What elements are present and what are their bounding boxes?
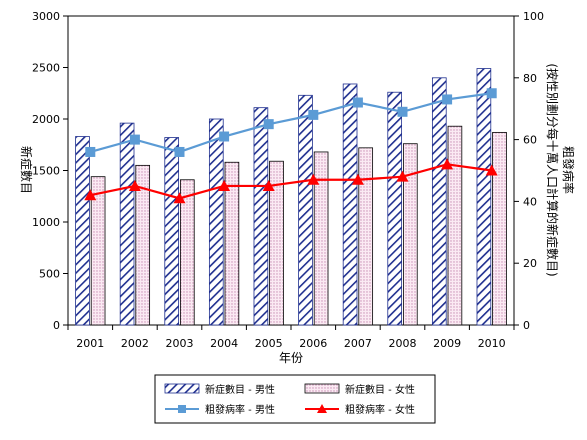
legend-marker-female-rate <box>317 404 327 413</box>
bar-female <box>269 160 284 326</box>
bar-male <box>387 91 403 326</box>
right-tick-label: 80 <box>523 72 537 85</box>
legend-box <box>154 374 436 424</box>
bar-female <box>179 179 195 326</box>
x-tick-label: 2001 <box>76 337 104 350</box>
bar-female <box>135 164 151 326</box>
legend-label: 新症數目 - 女性 <box>345 383 415 396</box>
point-male-rate <box>352 97 363 108</box>
bar-male <box>342 83 358 326</box>
x-tick-label: 2005 <box>255 337 283 350</box>
bar-female <box>402 143 418 326</box>
left-tick-label: 1000 <box>32 216 60 229</box>
line-female-rate <box>90 163 492 200</box>
x-tick-label: 2008 <box>389 337 417 350</box>
left-tick-label: 2000 <box>32 113 60 126</box>
x-tick-label: 2006 <box>299 337 327 350</box>
point-male-rate <box>85 146 96 157</box>
x-tick-label: 2007 <box>344 337 372 350</box>
right-tick-label: 40 <box>523 195 537 208</box>
point-male-rate <box>442 94 453 105</box>
left-tick-label: 500 <box>39 268 60 281</box>
point-male-rate <box>219 131 230 142</box>
x-tick-label: 2009 <box>433 337 461 350</box>
bar-male <box>75 136 90 326</box>
point-female-rate <box>173 192 186 204</box>
bar-male <box>119 122 135 326</box>
legend-label: 粗發病率 - 男性 <box>205 403 275 416</box>
point-female-rate <box>218 179 231 191</box>
bar-female <box>313 151 329 326</box>
point-female-rate <box>485 164 498 176</box>
point-male-rate <box>486 88 497 99</box>
bars-layer <box>75 68 507 326</box>
legend-label: 粗發病率 - 女性 <box>345 403 415 416</box>
legend-label: 新症數目 - 男性 <box>205 383 275 396</box>
point-male-rate <box>397 106 408 117</box>
point-female-rate <box>84 189 97 201</box>
right-tick-label: 0 <box>523 319 530 332</box>
bar-male <box>431 77 447 326</box>
x-tick-label: 2010 <box>478 337 506 350</box>
left-tick-label: 0 <box>53 319 60 332</box>
bar-male <box>164 137 180 326</box>
x-tick-label: 2004 <box>210 337 238 350</box>
bar-female <box>492 131 507 326</box>
left-tick-label: 3000 <box>32 10 60 23</box>
legend-marker-male-rate <box>178 405 186 413</box>
point-male-rate <box>174 146 185 157</box>
bar-female <box>358 147 374 326</box>
right-tick-label: 100 <box>523 10 544 23</box>
lines-layer <box>84 88 498 204</box>
bar-female <box>447 125 463 326</box>
right-tick-label: 20 <box>523 257 537 270</box>
y-axis-title-right: 粗發病率(按性別劃分每十萬人口計算的新症數目) <box>545 63 576 276</box>
bar-female <box>90 176 106 326</box>
line-male-rate <box>90 92 492 154</box>
x-tick-label: 2002 <box>121 337 149 350</box>
plot-area <box>67 15 515 326</box>
y-axis-title-left: 新症數目 <box>19 146 34 194</box>
point-male-rate <box>129 134 140 145</box>
point-female-rate <box>128 179 141 191</box>
left-tick-label: 1500 <box>32 165 60 178</box>
point-male-rate <box>263 119 274 130</box>
right-tick-label: 60 <box>523 134 537 147</box>
point-female-rate <box>396 170 409 182</box>
x-tick-label: 2003 <box>166 337 194 350</box>
right-axis-ticks: 0 20 40 60 80 100 <box>514 10 544 332</box>
bar-male <box>476 68 492 326</box>
point-female-rate <box>441 158 454 170</box>
point-male-rate <box>308 109 319 120</box>
legend-swatch-female-cases <box>304 383 340 394</box>
bar-female <box>224 161 240 326</box>
bar-male <box>298 94 313 326</box>
legend-swatch-male-cases <box>164 383 200 394</box>
x-axis-ticks: 2001 2002 2003 2004 2005 2006 2007 2008 2009 2010 <box>67 325 515 350</box>
bar-male <box>253 107 269 326</box>
point-female-rate <box>262 179 275 191</box>
point-female-rate <box>351 173 364 185</box>
left-axis-ticks: 0 500 1000 1500 2000 2500 3000 <box>32 10 68 332</box>
point-female-rate <box>307 173 320 185</box>
left-tick-label: 2500 <box>32 62 60 75</box>
x-axis-title: 年份 <box>279 351 303 365</box>
bar-male <box>208 118 224 326</box>
